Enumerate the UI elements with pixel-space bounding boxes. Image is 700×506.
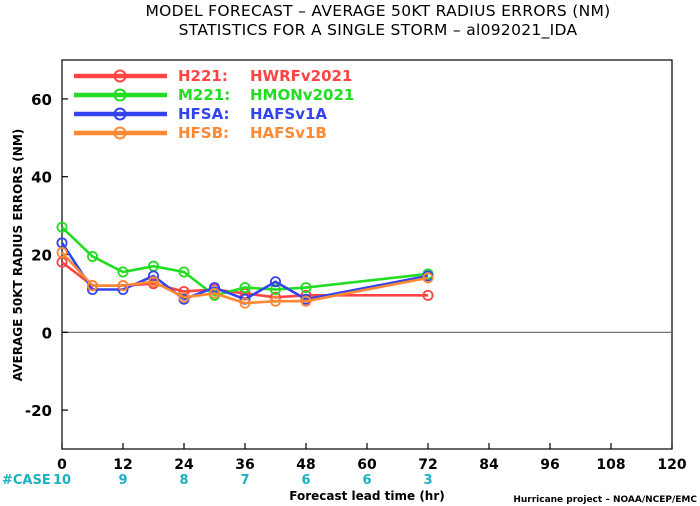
y-tick-label: 20 <box>31 247 52 265</box>
plot-frame <box>61 59 673 450</box>
data-point <box>178 266 190 278</box>
legend-swatch-marker <box>113 126 127 140</box>
legend-swatch-marker <box>113 88 127 102</box>
series-layer <box>56 221 434 309</box>
data-point <box>147 276 159 288</box>
legend: H221: HWRFv2021 M221: HMONv2021 HFSA: HAFSv1A… <box>74 67 354 142</box>
legend-name: HMONv2021 <box>250 86 354 104</box>
y-tick-label: 0 <box>42 324 52 342</box>
x-tick-label: 12 <box>113 457 132 473</box>
x-tick-label: 36 <box>235 457 254 473</box>
data-point <box>87 280 99 292</box>
legend-name: HAFSv1A <box>250 105 327 123</box>
legend-code: HFSB: <box>178 124 229 142</box>
series-line <box>61 226 429 297</box>
data-point <box>117 280 129 292</box>
case-count: 10 <box>53 473 71 488</box>
series-HMONv2021 <box>56 221 434 301</box>
legend-item: M221: HMONv2021 <box>74 86 354 104</box>
chart-title: MODEL FORECAST – AVERAGE 50KT RADIUS ERR… <box>145 2 610 40</box>
series-HAFSv1A <box>56 237 434 305</box>
y-tick-label: 60 <box>31 91 52 109</box>
data-point <box>239 282 251 294</box>
series-HAFSv1B <box>56 247 434 309</box>
x-tick-label: 84 <box>479 457 499 473</box>
data-point <box>300 282 312 294</box>
case-count: 7 <box>240 473 249 488</box>
series-line <box>61 251 429 305</box>
data-point <box>269 295 281 307</box>
title-line-2: STATISTICS FOR A SINGLE STORM – al092021… <box>179 21 578 40</box>
case-count: 3 <box>423 473 432 488</box>
legend-code: M221: <box>178 86 230 104</box>
case-label: #CASE <box>2 473 51 488</box>
y-tick-label: 40 <box>31 169 52 187</box>
data-point <box>56 247 68 259</box>
case-count: 8 <box>179 473 188 488</box>
case-count-row: #CASE 10 9 8 7 6 6 3 <box>2 473 433 488</box>
legend-name: HWRFv2021 <box>250 67 352 85</box>
x-tick-label: 48 <box>296 457 315 473</box>
legend-swatch-marker <box>113 107 127 121</box>
case-count: 9 <box>118 473 127 488</box>
legend-name: HAFSv1B <box>250 124 327 142</box>
data-point <box>239 297 251 309</box>
data-point <box>117 266 129 278</box>
data-point <box>269 276 281 288</box>
data-point <box>208 287 220 299</box>
legend-item: HFSB: HAFSv1B <box>74 124 327 142</box>
data-point <box>56 221 68 233</box>
axis-ticks: -20 0 20 40 60 0 12 24 36 48 60 72 84 96 108 120 <box>25 91 687 473</box>
data-point <box>269 284 281 296</box>
x-tick-label: 0 <box>57 457 67 473</box>
data-point <box>422 289 434 301</box>
x-axis-label: Forecast lead time (hr) <box>289 489 445 503</box>
y-axis-label: AVERAGE 50KT RADIUS ERRORS (NM) <box>11 129 25 381</box>
x-tick-label: 72 <box>418 457 437 473</box>
legend-code: HFSA: <box>178 105 230 123</box>
credit-text: Hurricane project – NOAA/NCEP/EMC <box>513 495 697 505</box>
data-point <box>87 250 99 262</box>
x-tick-label: 120 <box>657 457 686 473</box>
data-point <box>422 272 434 284</box>
title-line-1: MODEL FORECAST – AVERAGE 50KT RADIUS ERR… <box>145 2 610 20</box>
case-count: 6 <box>362 473 371 488</box>
series-line <box>60 242 429 301</box>
data-point <box>300 295 312 307</box>
y-tick-label: -20 <box>25 402 52 420</box>
legend-swatch-marker <box>113 69 127 83</box>
x-tick-label: 96 <box>540 457 559 473</box>
legend-item: H221: HWRFv2021 <box>74 67 352 85</box>
case-count: 6 <box>301 473 310 488</box>
legend-item: HFSA: HAFSv1A <box>74 105 327 123</box>
x-tick-label: 60 <box>357 457 377 473</box>
data-point <box>178 291 190 303</box>
x-tick-label: 24 <box>174 457 194 473</box>
x-tick-label: 108 <box>596 457 625 473</box>
legend-code: H221: <box>178 67 228 85</box>
